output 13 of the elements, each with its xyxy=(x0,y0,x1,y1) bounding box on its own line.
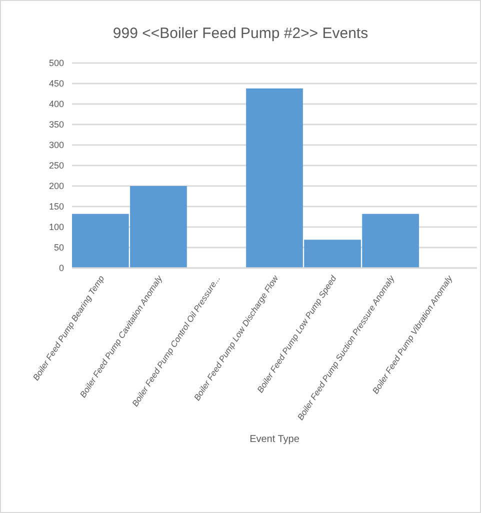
x-axis-title: Event Type xyxy=(250,434,300,445)
y-tick-label: 100 xyxy=(48,222,64,232)
y-tick-label: 200 xyxy=(48,181,64,192)
y-tick-label: 450 xyxy=(48,78,64,89)
y-tick-label: 250 xyxy=(48,160,64,171)
y-tick-label: 50 xyxy=(54,242,64,253)
y-tick-label: 400 xyxy=(48,99,64,110)
y-tick-label: 0 xyxy=(58,263,64,274)
y-tick-label: 350 xyxy=(48,120,64,130)
y-tick-label: 150 xyxy=(48,202,64,212)
chart-title: 999 <<Boiler Feed Pump #2>> Events xyxy=(112,25,368,42)
y-tick-label: 300 xyxy=(48,140,64,150)
y-tick-label: 500 xyxy=(48,58,64,68)
